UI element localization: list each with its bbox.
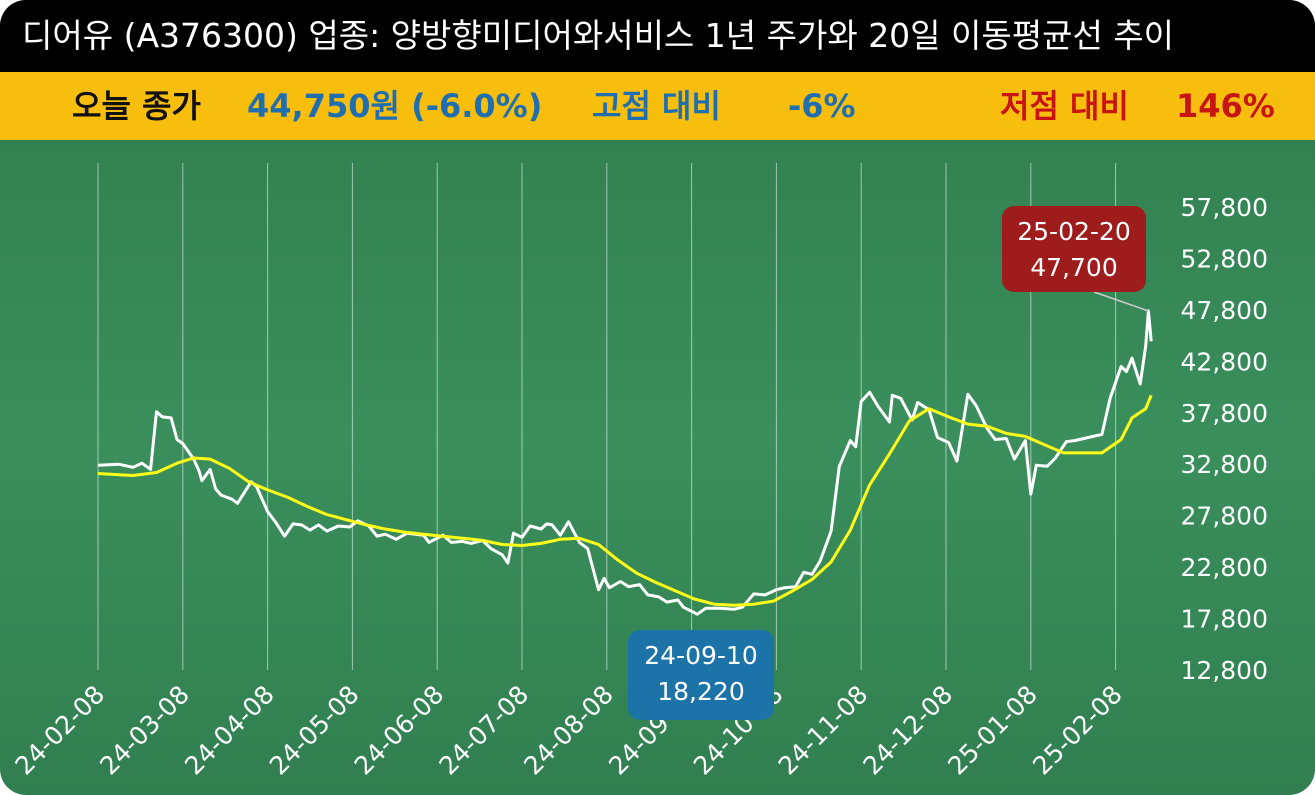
y-tick-label: 37,800 [1181,399,1268,428]
y-tick-label: 42,800 [1181,347,1268,376]
x-tick-label: 24-05-08 [264,680,365,781]
x-tick-label: 24-03-08 [94,680,195,781]
x-tick-label: 24-08-08 [518,680,619,781]
x-tick-label: 24-02-08 [9,680,110,781]
chart-title: 디어유 (A376300) 업종: 양방향미디어와서비스 1년 주가와 20일 … [22,16,1175,55]
low-badge-value: 18,220 [657,677,744,706]
ma20-line [97,394,1153,607]
vertical-gridlines [97,163,1117,670]
high-badge [1002,206,1146,292]
x-tick-label: 25-01-08 [942,680,1043,781]
y-tick-label: 17,800 [1181,605,1268,634]
y-axis-ticks: 57,800 52,800 47,800 42,800 37,800 32,800 27,8… [1181,193,1268,685]
high-badge-value: 47,700 [1030,253,1117,282]
y-tick-label: 22,800 [1181,553,1268,582]
from-high-label: 고점 대비 [592,87,721,125]
high-badge-date: 25-02-20 [1017,217,1130,246]
x-tick-label: 25-02-08 [1027,680,1128,781]
today-close-value: 44,750원 (-6.0%) [247,87,543,125]
y-tick-label: 12,800 [1181,656,1268,685]
x-tick-label: 24-06-08 [349,680,450,781]
y-tick-label: 57,800 [1181,193,1268,222]
chart-title-bar: 디어유 (A376300) 업종: 양방향미디어와서비스 1년 주가와 20일 … [0,0,1315,72]
low-badge [628,630,774,720]
x-axis-ticks: 24-02-0824-03-0824-04-0824-05-0824-06-08… [9,680,1127,781]
low-badge-date: 24-09-10 [644,641,757,670]
annotations-layer: 24-09-10 18,220 25-02-20 47,700 [628,206,1149,720]
x-tick-label: 24-12-08 [857,680,958,781]
series-layer [97,309,1153,616]
today-close-label: 오늘 종가 [72,87,201,125]
x-tick-label: 24-11-08 [773,680,874,781]
high-leader-line [1093,291,1149,312]
from-high-value: -6% [788,87,856,125]
x-tick-label: 24-04-08 [179,680,280,781]
from-low-value: 146% [1176,87,1275,125]
y-tick-label: 52,800 [1181,244,1268,273]
summary-bar: 오늘 종가 44,750원 (-6.0%) 고점 대비 -6% 저점 대비 14… [0,72,1315,140]
y-tick-label: 47,800 [1181,296,1268,325]
from-low-label: 저점 대비 [1000,87,1129,125]
y-tick-label: 27,800 [1181,502,1268,531]
price-line [97,309,1153,616]
y-tick-label: 32,800 [1181,450,1268,479]
x-tick-label: 24-07-08 [433,680,534,781]
